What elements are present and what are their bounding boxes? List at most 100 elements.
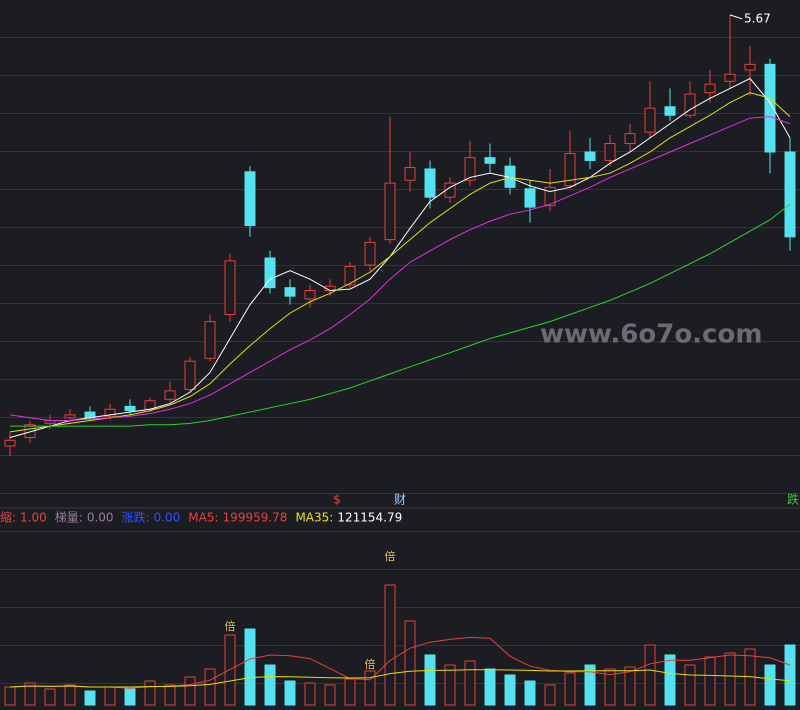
candle-body xyxy=(724,73,736,82)
candle-body xyxy=(604,143,616,161)
volume-bar xyxy=(4,686,16,706)
volume-bar xyxy=(464,660,476,706)
volume-bar xyxy=(424,654,436,706)
volume-bar xyxy=(384,584,396,706)
legend-text: MA5: xyxy=(188,511,218,525)
volume-bar xyxy=(84,690,96,706)
volume-bar xyxy=(564,672,576,706)
candle-body xyxy=(584,151,596,161)
candle-body xyxy=(344,265,356,286)
candle-body xyxy=(744,63,756,71)
volume-bar xyxy=(764,664,776,706)
volume-note: 倍 xyxy=(225,619,236,633)
candle-body xyxy=(664,106,676,116)
legend-text: 121154.79 xyxy=(337,511,402,525)
volume-bar xyxy=(204,668,216,706)
candle-body xyxy=(164,390,176,400)
volume-bar xyxy=(24,682,36,706)
ma-line xyxy=(9,92,791,433)
volume-bar xyxy=(144,680,156,706)
volume-bar xyxy=(344,678,356,706)
candle-body xyxy=(244,171,256,226)
volume-bar xyxy=(324,684,336,706)
volume-bar xyxy=(704,656,716,706)
signal-marker: $ xyxy=(333,493,341,507)
candle-body xyxy=(64,414,76,419)
volume-bar xyxy=(44,688,56,706)
volume-bar xyxy=(644,644,656,706)
volume-bar xyxy=(124,688,136,706)
candle-body xyxy=(524,188,536,208)
candle-body xyxy=(784,151,796,238)
volume-bar xyxy=(164,684,176,706)
candle-body xyxy=(424,168,436,198)
watermark: www.6o7o.com xyxy=(540,320,762,350)
legend-text: 199959.78 xyxy=(223,511,288,525)
ma-line xyxy=(9,116,791,422)
volume-bar xyxy=(484,668,496,706)
volume-ma-line xyxy=(9,669,791,688)
candle-body xyxy=(484,157,496,164)
volume-bar xyxy=(584,664,596,706)
volume-bar xyxy=(304,682,316,706)
candle-body xyxy=(684,93,696,116)
max-arrow xyxy=(729,14,743,20)
max-label: 5.67 xyxy=(744,11,771,25)
candle-body xyxy=(204,321,216,359)
volume-bar xyxy=(184,676,196,706)
candle-body xyxy=(124,405,136,412)
volume-note: 倍 xyxy=(385,549,396,563)
volume-bar xyxy=(664,654,676,706)
volume-bar xyxy=(364,670,376,706)
volume-bar xyxy=(524,680,536,706)
legend-text: 0.00 xyxy=(154,511,181,525)
volume-bar xyxy=(64,684,76,706)
candle-body xyxy=(24,424,36,438)
volume-bar xyxy=(604,668,616,706)
legend-text: MA35: xyxy=(295,511,333,525)
volume-bar xyxy=(404,620,416,706)
candle-body xyxy=(764,63,776,153)
candle-body xyxy=(384,182,396,241)
candle-body xyxy=(4,439,16,447)
volume-bar xyxy=(784,644,796,706)
ma-line xyxy=(9,77,791,438)
candle-body xyxy=(304,290,316,300)
candle-body xyxy=(644,107,656,133)
volume-bar xyxy=(544,684,556,706)
volume-bar xyxy=(284,680,296,706)
candle-body xyxy=(564,152,576,187)
legend-text: 1.00 xyxy=(20,511,47,525)
volume-note: 倍 xyxy=(365,657,376,671)
volume-bar xyxy=(264,664,276,706)
volume-bar xyxy=(504,674,516,706)
candle-body xyxy=(544,186,556,207)
candle-body xyxy=(444,182,456,198)
signal-marker: 财 xyxy=(394,493,406,507)
volume-bar xyxy=(444,664,456,706)
candle-body xyxy=(404,167,416,181)
legend-text: 梯量: xyxy=(55,511,83,525)
volume-bar xyxy=(244,628,256,706)
legend-text: 缩: xyxy=(0,510,16,525)
candle-body xyxy=(264,257,276,289)
volume-bar xyxy=(224,634,236,706)
volume-bar xyxy=(624,666,636,706)
legend-text: 涨跌: xyxy=(122,510,150,525)
candle-body xyxy=(704,83,716,94)
volume-bar xyxy=(684,664,696,706)
candle-body xyxy=(184,360,196,390)
candle-body xyxy=(624,133,636,145)
ma-line xyxy=(10,203,791,427)
volume-ma-line xyxy=(9,636,791,689)
volume-bar xyxy=(724,652,736,706)
signal-marker: 跌 xyxy=(787,492,799,507)
candle-body xyxy=(284,287,296,297)
candle-body xyxy=(104,408,116,417)
candle-body xyxy=(364,241,376,266)
candle-body xyxy=(464,157,476,181)
volume-bar xyxy=(104,686,116,706)
legend-text: 0.00 xyxy=(87,511,114,525)
